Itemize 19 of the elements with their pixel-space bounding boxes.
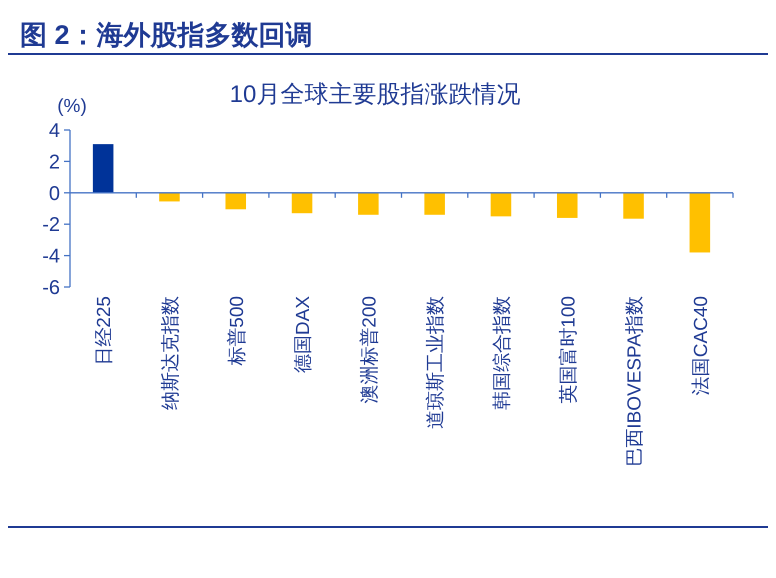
- y-tick-label: -4: [42, 246, 60, 268]
- x-tick-label: 英国富时100: [557, 296, 580, 404]
- x-tick-label: 法国CAC40: [690, 296, 712, 396]
- x-tick-label: 德国DAX: [293, 296, 314, 374]
- y-tick-label: -6: [42, 277, 60, 299]
- chart-title: 图 2：海外股指多数回调: [20, 20, 313, 50]
- y-axis-title: (%): [57, 96, 87, 117]
- x-tick-label: 韩国综合指数: [492, 296, 513, 410]
- x-tick-label: 标普500: [226, 296, 248, 367]
- x-tick-label: 道琼斯工业指数: [424, 296, 447, 429]
- chart-subtitle: 10月全球主要股指涨跌情况: [230, 81, 520, 108]
- x-tick-label: 日经225: [94, 296, 116, 366]
- y-tick-label: -2: [42, 214, 60, 236]
- x-tick-label: 纳斯达克指数: [160, 296, 182, 410]
- y-tick-label: 4: [48, 120, 60, 142]
- y-tick-label: 2: [48, 151, 60, 174]
- y-tick-label: 0: [48, 182, 60, 205]
- x-tick-label: 澳洲标普200: [358, 296, 380, 404]
- x-tick-label: 巴西IBOVESPA指数: [624, 296, 646, 467]
